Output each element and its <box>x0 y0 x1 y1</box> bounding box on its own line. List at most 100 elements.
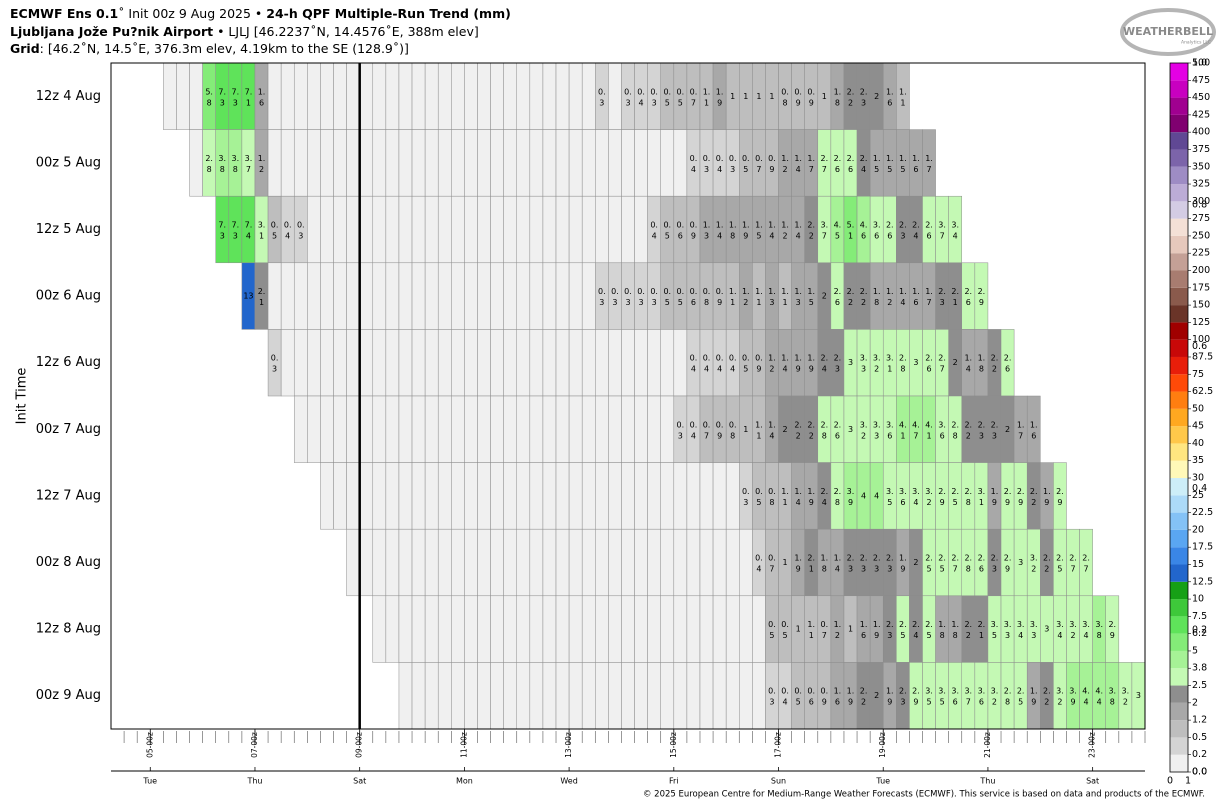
cell-label: 1. 8 <box>821 553 829 573</box>
title-part: ˚ Init 00z 9 Aug 2025 • <box>118 6 266 21</box>
cell-label: 2. 6 <box>964 287 972 307</box>
cell-label: 4. 5 <box>834 220 842 240</box>
cell <box>1040 528 1054 597</box>
colorbar-tick-label: 45 <box>1192 421 1204 432</box>
cell-label: 0. 9 <box>807 87 815 107</box>
cell <box>621 129 635 197</box>
y-tick-label: 12z 5 Aug <box>36 222 101 237</box>
cell-label: 2. 5 <box>951 486 959 506</box>
cell <box>791 462 805 530</box>
cell-label: 2. 2 <box>807 420 815 440</box>
cell-label: 2. 9 <box>938 486 946 506</box>
cell-label: 1. 1 <box>755 287 763 307</box>
cell <box>608 395 622 463</box>
cell-label: 3. 4 <box>1056 620 1064 640</box>
colorbar-bin <box>1170 616 1188 634</box>
cell <box>673 595 688 663</box>
cell <box>451 528 465 597</box>
cell <box>464 129 478 197</box>
cell <box>1040 462 1054 530</box>
cell <box>778 62 792 130</box>
cell-label: 0. 5 <box>663 287 671 307</box>
cell-label: 3. 2 <box>873 353 881 373</box>
cell-label: 0. 3 <box>297 220 305 240</box>
y-tick-label: 12z 8 Aug <box>36 622 101 637</box>
x-tick-label: 19-00z <box>878 732 887 758</box>
cell <box>228 62 243 130</box>
cell-label: 1. 5 <box>886 153 894 173</box>
cell <box>712 595 727 663</box>
cell <box>817 129 832 197</box>
cell <box>451 129 465 197</box>
cell-label: 0. 4 <box>637 87 645 107</box>
cell <box>411 662 426 730</box>
cell <box>882 129 897 197</box>
cell <box>1000 528 1015 597</box>
cell <box>490 329 504 397</box>
cell-label: 1. 9 <box>807 353 815 373</box>
cell <box>372 395 387 463</box>
cell <box>542 62 557 130</box>
cell <box>542 528 557 597</box>
cell <box>595 662 609 730</box>
cell <box>581 395 596 463</box>
cell-label: 3. 2 <box>1122 686 1130 706</box>
cell <box>529 329 544 397</box>
cell-label: 7. 3 <box>232 220 240 240</box>
cell-label: 3 <box>848 425 853 434</box>
cell <box>595 329 609 397</box>
cell-label: 0. 7 <box>703 420 711 440</box>
cell <box>477 262 491 330</box>
cell <box>254 262 269 330</box>
cell <box>490 195 504 264</box>
cell-label: 2. 9 <box>978 287 986 307</box>
cell <box>215 129 230 197</box>
colorbar-bin <box>1170 685 1188 703</box>
cell <box>451 662 465 730</box>
cell <box>490 528 504 597</box>
cell <box>1000 662 1015 730</box>
cell <box>372 129 387 197</box>
cell-label: 2. 3 <box>938 287 946 307</box>
cell-label: 0. 8 <box>768 486 776 506</box>
cell <box>856 595 871 663</box>
x2-tick-label: Sun <box>771 777 786 786</box>
cell <box>882 528 897 597</box>
colorbar-bin <box>1170 737 1188 755</box>
cell <box>699 129 714 197</box>
cell-label: 1. 1 <box>781 486 789 506</box>
cell-label: 3. 5 <box>886 486 894 506</box>
cell-label: 0. 8 <box>781 87 789 107</box>
cell <box>791 195 805 264</box>
cell-label: 1 <box>769 92 774 101</box>
colorbar-tick-label: 35 <box>1192 455 1204 466</box>
cell <box>280 329 295 397</box>
cell-label: 2. 1 <box>258 287 266 307</box>
cell <box>634 595 648 663</box>
cell <box>411 595 426 663</box>
cell <box>1053 462 1067 530</box>
cell-label: 2. 2 <box>807 220 815 240</box>
cell-label: 0. 4 <box>690 420 698 440</box>
cell <box>411 528 426 597</box>
cell <box>896 395 910 463</box>
cell-label: 1 <box>756 92 761 101</box>
cell-label: 1. 3 <box>703 220 711 240</box>
cell <box>739 662 753 730</box>
cell <box>1105 662 1120 730</box>
colorbar-aux-x-label: 0 <box>1167 776 1173 787</box>
cell-label: 3. 5 <box>938 686 946 706</box>
x-tick-label: 05-00z <box>145 732 154 758</box>
cell <box>1092 595 1106 663</box>
cell-label: 1. 9 <box>899 553 907 573</box>
cell <box>765 595 779 663</box>
cell <box>948 528 963 597</box>
cell <box>477 595 491 663</box>
colorbar-tick-label: 500 <box>1192 58 1210 69</box>
cell <box>791 662 805 730</box>
colorbar-aux-tick-label: 0.6 <box>1192 341 1207 352</box>
cell <box>464 528 478 597</box>
cell <box>974 462 989 530</box>
cell <box>320 395 334 463</box>
cell <box>1105 595 1120 663</box>
